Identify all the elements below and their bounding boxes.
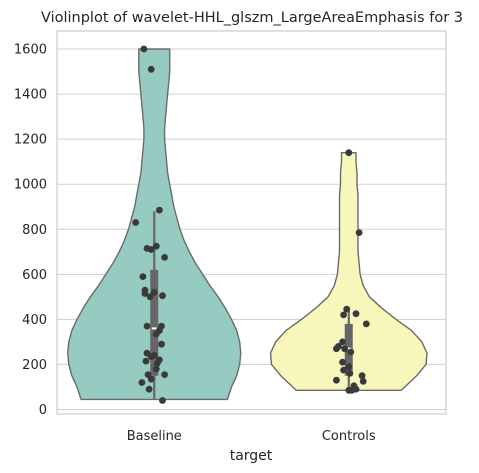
point-controls-13 bbox=[340, 366, 347, 374]
point-controls-3 bbox=[340, 311, 347, 319]
point-baseline-31 bbox=[159, 397, 166, 404]
plot-frame bbox=[56, 30, 447, 415]
point-controls-2 bbox=[343, 305, 351, 313]
point-baseline-8 bbox=[139, 273, 147, 280]
y-tick-label-0: 0 bbox=[39, 403, 47, 418]
point-controls-17 bbox=[359, 377, 367, 385]
point-controls-15 bbox=[358, 372, 366, 380]
y-tick-label-1400: 1400 bbox=[14, 88, 47, 103]
violin-controls bbox=[269, 152, 428, 391]
point-controls-14 bbox=[346, 370, 354, 377]
point-controls-7 bbox=[333, 345, 340, 353]
y-tick-label-1000: 1000 bbox=[14, 178, 47, 193]
point-controls-10 bbox=[347, 348, 355, 356]
point-controls-1 bbox=[355, 229, 363, 237]
point-baseline-21 bbox=[150, 352, 158, 359]
point-baseline-7 bbox=[161, 254, 169, 261]
iqr-box-baseline bbox=[150, 269, 159, 376]
point-baseline-13 bbox=[159, 292, 166, 300]
point-baseline-25 bbox=[152, 365, 160, 373]
point-controls-4 bbox=[352, 310, 360, 318]
point-baseline-11 bbox=[150, 288, 158, 296]
y-tick-label-1200: 1200 bbox=[14, 133, 47, 148]
point-baseline-14 bbox=[143, 322, 151, 330]
point-controls-21 bbox=[352, 385, 360, 393]
y-tick-label-600: 600 bbox=[22, 268, 47, 283]
y-tick-label-800: 800 bbox=[22, 223, 47, 238]
point-controls-11 bbox=[339, 358, 346, 366]
point-controls-8 bbox=[339, 338, 346, 346]
point-controls-9 bbox=[341, 345, 348, 353]
point-baseline-3 bbox=[156, 206, 163, 214]
point-controls-5 bbox=[362, 320, 370, 328]
point-baseline-5 bbox=[152, 242, 160, 250]
point-baseline-12 bbox=[146, 293, 154, 301]
point-baseline-17 bbox=[152, 330, 160, 338]
strip-points bbox=[132, 45, 370, 404]
point-baseline-29 bbox=[138, 379, 146, 386]
point-baseline-2 bbox=[132, 219, 140, 226]
x-tick-labels: Baseline Controls bbox=[127, 429, 376, 444]
point-controls-12 bbox=[345, 363, 353, 371]
point-controls-16 bbox=[333, 376, 340, 384]
point-baseline-23 bbox=[142, 357, 150, 365]
y-tick-label-200: 200 bbox=[22, 358, 47, 373]
y-tick-label-1600: 1600 bbox=[14, 43, 47, 58]
point-baseline-24 bbox=[153, 359, 161, 367]
point-controls-0 bbox=[345, 149, 353, 157]
point-baseline-28 bbox=[147, 375, 155, 383]
point-baseline-1 bbox=[147, 65, 155, 73]
point-baseline-18 bbox=[158, 340, 165, 348]
point-baseline-6 bbox=[147, 246, 155, 253]
point-baseline-0 bbox=[140, 45, 148, 53]
y-tick-labels: 0 200 400 600 800 1000 1200 1400 1600 bbox=[14, 43, 47, 418]
point-baseline-10 bbox=[141, 290, 149, 297]
x-tick-label-baseline: Baseline bbox=[127, 429, 182, 444]
point-baseline-27 bbox=[161, 371, 169, 378]
violins bbox=[67, 48, 428, 401]
y-tick-label-400: 400 bbox=[22, 313, 47, 328]
x-tick-label-controls: Controls bbox=[322, 429, 376, 444]
point-baseline-30 bbox=[145, 385, 153, 393]
chart-title: Violinplot of wavelet-HHL_glszm_LargeAre… bbox=[41, 10, 463, 26]
x-axis-label: target bbox=[230, 448, 273, 464]
